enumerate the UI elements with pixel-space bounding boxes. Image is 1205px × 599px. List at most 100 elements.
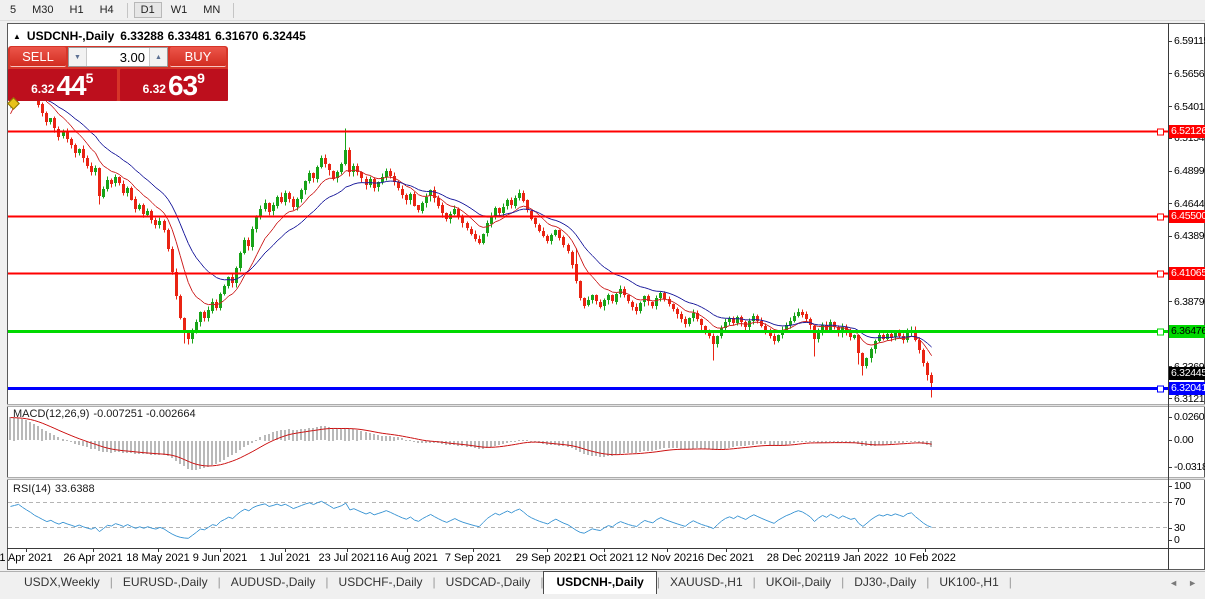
date-axis-label: 21 Oct 2021 (574, 552, 634, 564)
date-axis-label: 10 Feb 2022 (894, 552, 956, 564)
price-axis-tick: 6.59115 (1168, 35, 1205, 47)
volume-decrease-icon[interactable]: ▼ (69, 48, 87, 66)
date-axis-tick (667, 548, 668, 552)
buy-price-display[interactable]: 6.32 63 9 (119, 69, 228, 101)
tab-EURUSD-Daily[interactable]: EURUSD-,Daily (122, 575, 208, 589)
tick-label: 6.54015 (1174, 100, 1205, 113)
date-axis-tick (407, 548, 408, 552)
tab-UKOil-Daily[interactable]: UKOil-,Daily (765, 575, 832, 589)
rsi-title: RSI(14) (13, 483, 51, 495)
volume-input[interactable] (87, 48, 149, 66)
date-axis-tick (347, 548, 348, 552)
panel-separator[interactable] (7, 477, 1205, 480)
collapse-arrow-icon[interactable]: ▲ (13, 31, 21, 41)
rsi-axis-tick: 30 (1168, 522, 1185, 534)
timeframe-button-MN[interactable]: MN (203, 4, 221, 16)
macd-axis-tick: 0.00 (1168, 434, 1194, 446)
date-axis-tick (93, 548, 94, 552)
tabs-scroll-right-icon[interactable]: ► (1188, 577, 1197, 588)
rsi-value: 33.6388 (54, 483, 95, 495)
rsi-label: RSI(14) 33.6388 (13, 483, 95, 495)
tab-separator: | (432, 575, 436, 589)
tick-label: 30 (1174, 522, 1186, 534)
tick-label: 0 (1174, 534, 1180, 546)
tab-separator: | (926, 575, 930, 589)
tick-mark (1168, 485, 1172, 487)
tick-label: 6.56565 (1174, 67, 1205, 80)
macd-title: MACD(12,26,9) (13, 408, 90, 420)
tick-mark (1168, 301, 1172, 303)
tab-scroll-controls: ◄ ► (1169, 578, 1205, 588)
tab-DJ30-Daily[interactable]: DJ30-,Daily (854, 575, 917, 589)
tick-label: 6.48990 (1174, 165, 1205, 178)
buy-price-prefix: 6.32 (142, 82, 166, 96)
buy-button[interactable]: BUY (170, 47, 226, 67)
panel-separator[interactable] (7, 404, 1205, 407)
tick-mark (1168, 106, 1172, 108)
rsi-axis-tick: 0 (1168, 534, 1180, 546)
timeframe-button-D1[interactable]: D1 (133, 2, 162, 18)
hline-price-label[interactable]: 6.52126 (1169, 124, 1205, 138)
timeframe-button-5[interactable]: 5 (10, 4, 17, 16)
tab-USDCNH-Daily[interactable]: USDCNH-,Daily (543, 571, 657, 594)
rsi-canvas[interactable] (8, 480, 1168, 548)
date-axis-tick (858, 548, 859, 552)
tick-mark (1168, 466, 1172, 468)
tick-label: 70 (1174, 496, 1186, 508)
date-axis-label: 26 Apr 2021 (63, 552, 123, 564)
tick-mark (1168, 527, 1172, 529)
tabs-scroll-left-icon[interactable]: ◄ (1169, 577, 1179, 588)
date-axis-tick (547, 548, 548, 552)
timeframe-button-H1[interactable]: H1 (69, 4, 84, 16)
tab-USDCAD-Daily[interactable]: USDCAD-,Daily (445, 575, 531, 589)
date-axis-label: 23 Jul 2021 (318, 552, 376, 564)
symbol-tab-bar: USDX,Weekly | EURUSD-,Daily | AUDUSD-,Daily |… (0, 571, 1205, 594)
sell-button[interactable]: SELL (10, 47, 66, 67)
tab-separator: | (752, 575, 756, 589)
tab-AUDUSD-Daily[interactable]: AUDUSD-,Daily (230, 575, 316, 589)
tick-mark (1168, 398, 1172, 400)
one-click-trading-panel: SELL ▼ ▲ BUY 6.32 44 5 6.32 63 9 (8, 46, 228, 101)
macd-canvas[interactable] (8, 407, 1168, 477)
macd-axis-tick: 0.02607 (1168, 411, 1205, 423)
tick-mark (1168, 40, 1172, 42)
tab-separator: | (325, 575, 329, 589)
tab-USDCHF-Daily[interactable]: USDCHF-,Daily (338, 575, 423, 589)
tick-label: 6.46440 (1174, 197, 1205, 210)
date-axis-label: 16 Aug 2021 (376, 552, 438, 564)
sell-price-display[interactable]: 6.32 44 5 (8, 69, 117, 101)
tick-label: -0.03187 (1174, 461, 1205, 473)
date-axis-tick (726, 548, 727, 552)
tick-mark (1168, 73, 1172, 75)
price-axis-tick: 6.43890 (1168, 230, 1205, 242)
rsi-axis-tick: 70 (1168, 496, 1185, 508)
tick-mark (1168, 203, 1172, 205)
hline-price-label[interactable]: 6.41065 (1169, 266, 1205, 280)
tick-label: 6.59115 (1174, 35, 1205, 48)
timeframe-button-M30[interactable]: M30 (32, 4, 54, 16)
hline-price-label[interactable]: 6.45500 (1169, 209, 1205, 223)
chart-ohlc-header: ▲ USDCNH-,Daily 6.33288 6.33481 6.31670 … (13, 29, 306, 43)
timeframe-button-H4[interactable]: H4 (99, 4, 114, 16)
tab-UK100-H1[interactable]: UK100-,H1 (939, 575, 999, 589)
tab-separator: | (1008, 575, 1012, 589)
date-axis-tick (604, 548, 605, 552)
tab-XAUUSD-H1[interactable]: XAUUSD-,H1 (669, 575, 743, 589)
tab-separator: | (841, 575, 845, 589)
toolbar-separator (126, 2, 128, 18)
date-axis-label: 18 May 2021 (126, 552, 190, 564)
macd-label: MACD(12,26,9) -0.007251 -0.002664 (13, 408, 196, 420)
date-axis-label: 19 Jan 2022 (827, 552, 889, 564)
tick-label: 100 (1174, 480, 1191, 492)
price-axis-tick: 6.48990 (1168, 165, 1205, 177)
buy-price-pip: 9 (197, 70, 205, 86)
sell-price-pip: 5 (85, 70, 94, 86)
volume-increase-icon[interactable]: ▲ (149, 48, 167, 66)
timeframe-button-W1[interactable]: W1 (170, 4, 188, 16)
hline-price-label[interactable]: 6.36476 (1169, 325, 1205, 339)
tab-USDX-Weekly[interactable]: USDX,Weekly (24, 575, 100, 589)
hline-price-label[interactable]: 6.32041 (1169, 382, 1205, 396)
date-axis-label: 7 Sep 2021 (444, 552, 502, 564)
date-axis-tick (473, 548, 474, 552)
ohlc-high: 6.33481 (167, 29, 212, 43)
